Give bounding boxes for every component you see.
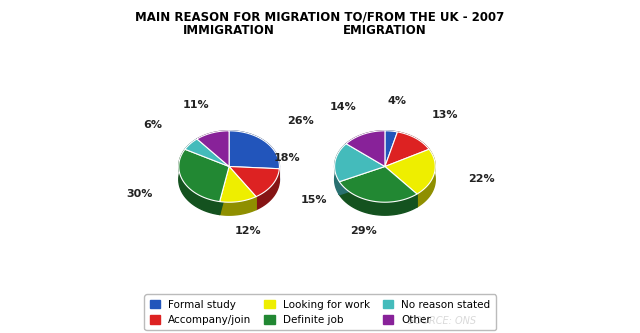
Polygon shape bbox=[385, 166, 417, 207]
Text: 14%: 14% bbox=[330, 102, 356, 112]
Polygon shape bbox=[385, 166, 417, 207]
Text: 15%: 15% bbox=[301, 195, 327, 205]
Polygon shape bbox=[385, 132, 397, 179]
Polygon shape bbox=[229, 166, 279, 197]
Polygon shape bbox=[346, 131, 385, 166]
Polygon shape bbox=[385, 132, 397, 179]
Text: SOURCE: ONS: SOURCE: ONS bbox=[408, 316, 476, 326]
Polygon shape bbox=[335, 144, 385, 182]
Polygon shape bbox=[185, 139, 229, 166]
Polygon shape bbox=[185, 149, 229, 179]
Polygon shape bbox=[339, 166, 385, 195]
Polygon shape bbox=[339, 182, 417, 215]
Polygon shape bbox=[335, 144, 346, 195]
Text: 4%: 4% bbox=[388, 96, 407, 106]
Polygon shape bbox=[385, 149, 429, 179]
Text: 12%: 12% bbox=[234, 226, 261, 236]
Polygon shape bbox=[229, 166, 256, 210]
Polygon shape bbox=[385, 131, 397, 145]
Polygon shape bbox=[229, 166, 256, 210]
Text: 30%: 30% bbox=[127, 189, 153, 199]
Polygon shape bbox=[339, 166, 417, 202]
Polygon shape bbox=[256, 169, 279, 210]
Text: IMMIGRATION: IMMIGRATION bbox=[183, 24, 275, 37]
Polygon shape bbox=[229, 131, 280, 182]
Polygon shape bbox=[229, 166, 279, 182]
Text: 18%: 18% bbox=[274, 153, 300, 163]
Polygon shape bbox=[197, 139, 229, 179]
Polygon shape bbox=[229, 131, 280, 169]
Polygon shape bbox=[197, 131, 229, 152]
Polygon shape bbox=[197, 139, 229, 179]
Polygon shape bbox=[385, 132, 429, 166]
Polygon shape bbox=[220, 166, 229, 214]
Polygon shape bbox=[185, 149, 229, 179]
Polygon shape bbox=[220, 197, 256, 215]
Polygon shape bbox=[185, 139, 197, 162]
Polygon shape bbox=[220, 166, 256, 202]
Polygon shape bbox=[417, 149, 435, 207]
Polygon shape bbox=[346, 131, 385, 157]
Polygon shape bbox=[197, 131, 229, 166]
Text: 6%: 6% bbox=[143, 120, 163, 130]
Text: EMIGRATION: EMIGRATION bbox=[343, 24, 427, 37]
Polygon shape bbox=[397, 132, 429, 162]
Text: 11%: 11% bbox=[182, 100, 209, 110]
Polygon shape bbox=[179, 149, 220, 214]
Polygon shape bbox=[346, 144, 385, 179]
Polygon shape bbox=[229, 166, 279, 182]
Text: 29%: 29% bbox=[350, 226, 377, 236]
Polygon shape bbox=[385, 131, 397, 166]
Polygon shape bbox=[339, 166, 385, 195]
Polygon shape bbox=[220, 166, 229, 214]
Polygon shape bbox=[179, 149, 229, 201]
Polygon shape bbox=[385, 149, 429, 179]
Text: 13%: 13% bbox=[432, 110, 459, 120]
Text: 22%: 22% bbox=[468, 174, 495, 184]
Text: MAIN REASON FOR MIGRATION TO/FROM THE UK - 2007: MAIN REASON FOR MIGRATION TO/FROM THE UK… bbox=[136, 11, 504, 24]
Legend: Formal study, Accompany/join, Looking for work, Definite job, No reason stated, : Formal study, Accompany/join, Looking fo… bbox=[145, 294, 495, 330]
Polygon shape bbox=[346, 144, 385, 179]
Text: 26%: 26% bbox=[287, 117, 314, 127]
Polygon shape bbox=[385, 149, 435, 194]
